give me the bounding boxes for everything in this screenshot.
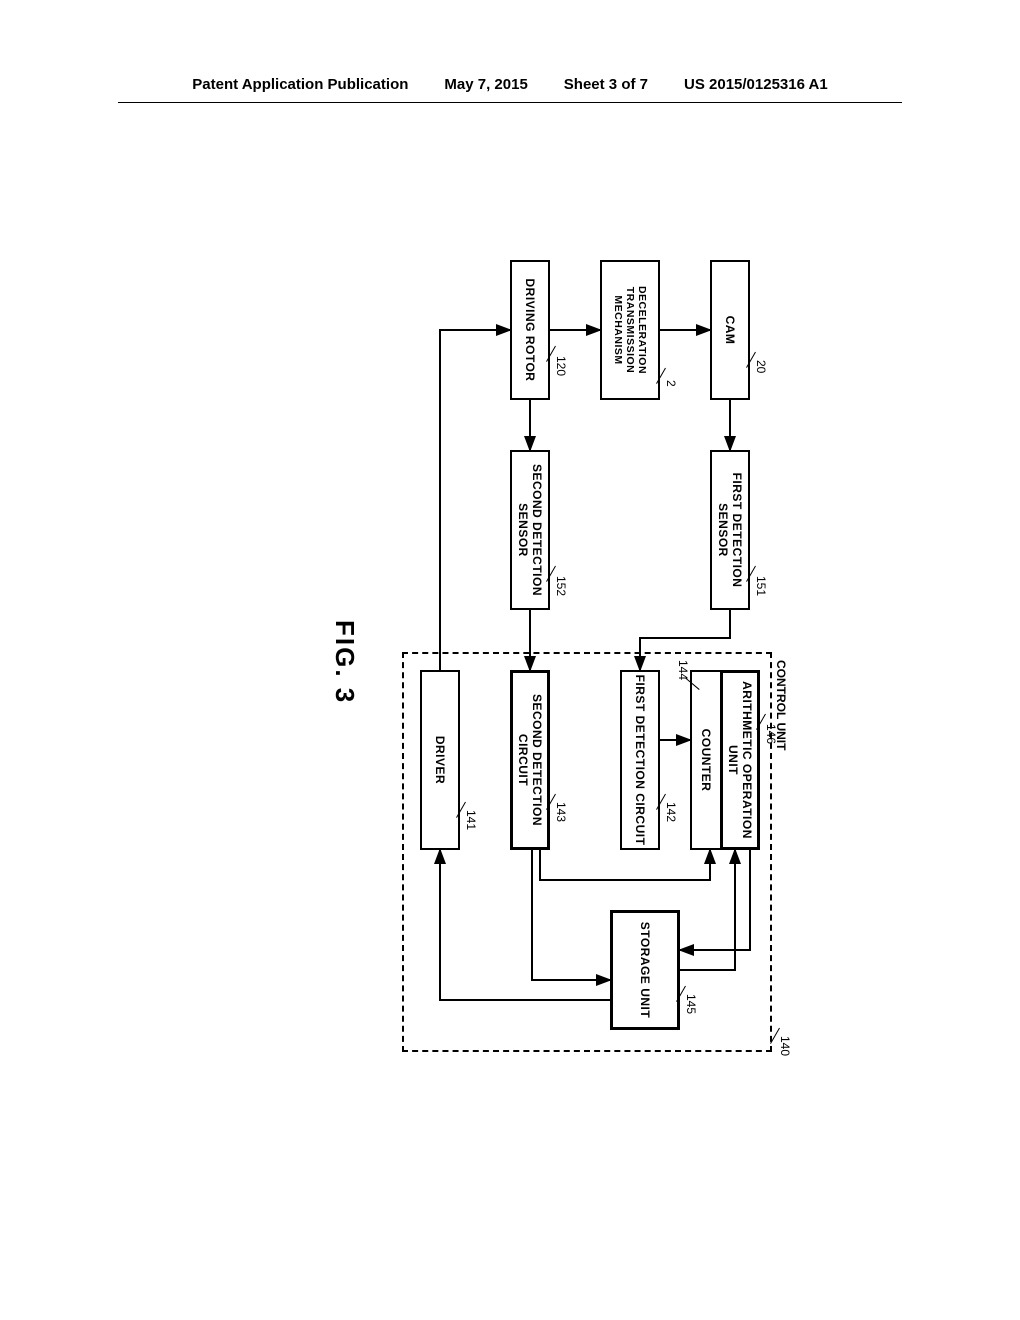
header-sheet: Sheet 3 of 7 bbox=[564, 76, 648, 93]
figure-label: FIG. 3 bbox=[329, 620, 360, 704]
header-pub-label: Patent Application Publication bbox=[192, 76, 408, 93]
header-rule bbox=[118, 102, 902, 103]
page: Patent Application Publication May 7, 20… bbox=[0, 0, 1020, 1320]
page-header: Patent Application Publication May 7, 20… bbox=[0, 76, 1020, 93]
diagram: CONTROL UNIT CAM DECELERATION TRANSMISSI… bbox=[230, 240, 790, 1080]
header-pub-no: US 2015/0125316 A1 bbox=[684, 76, 828, 93]
header-date: May 7, 2015 bbox=[444, 76, 527, 93]
connectors bbox=[230, 240, 790, 1080]
